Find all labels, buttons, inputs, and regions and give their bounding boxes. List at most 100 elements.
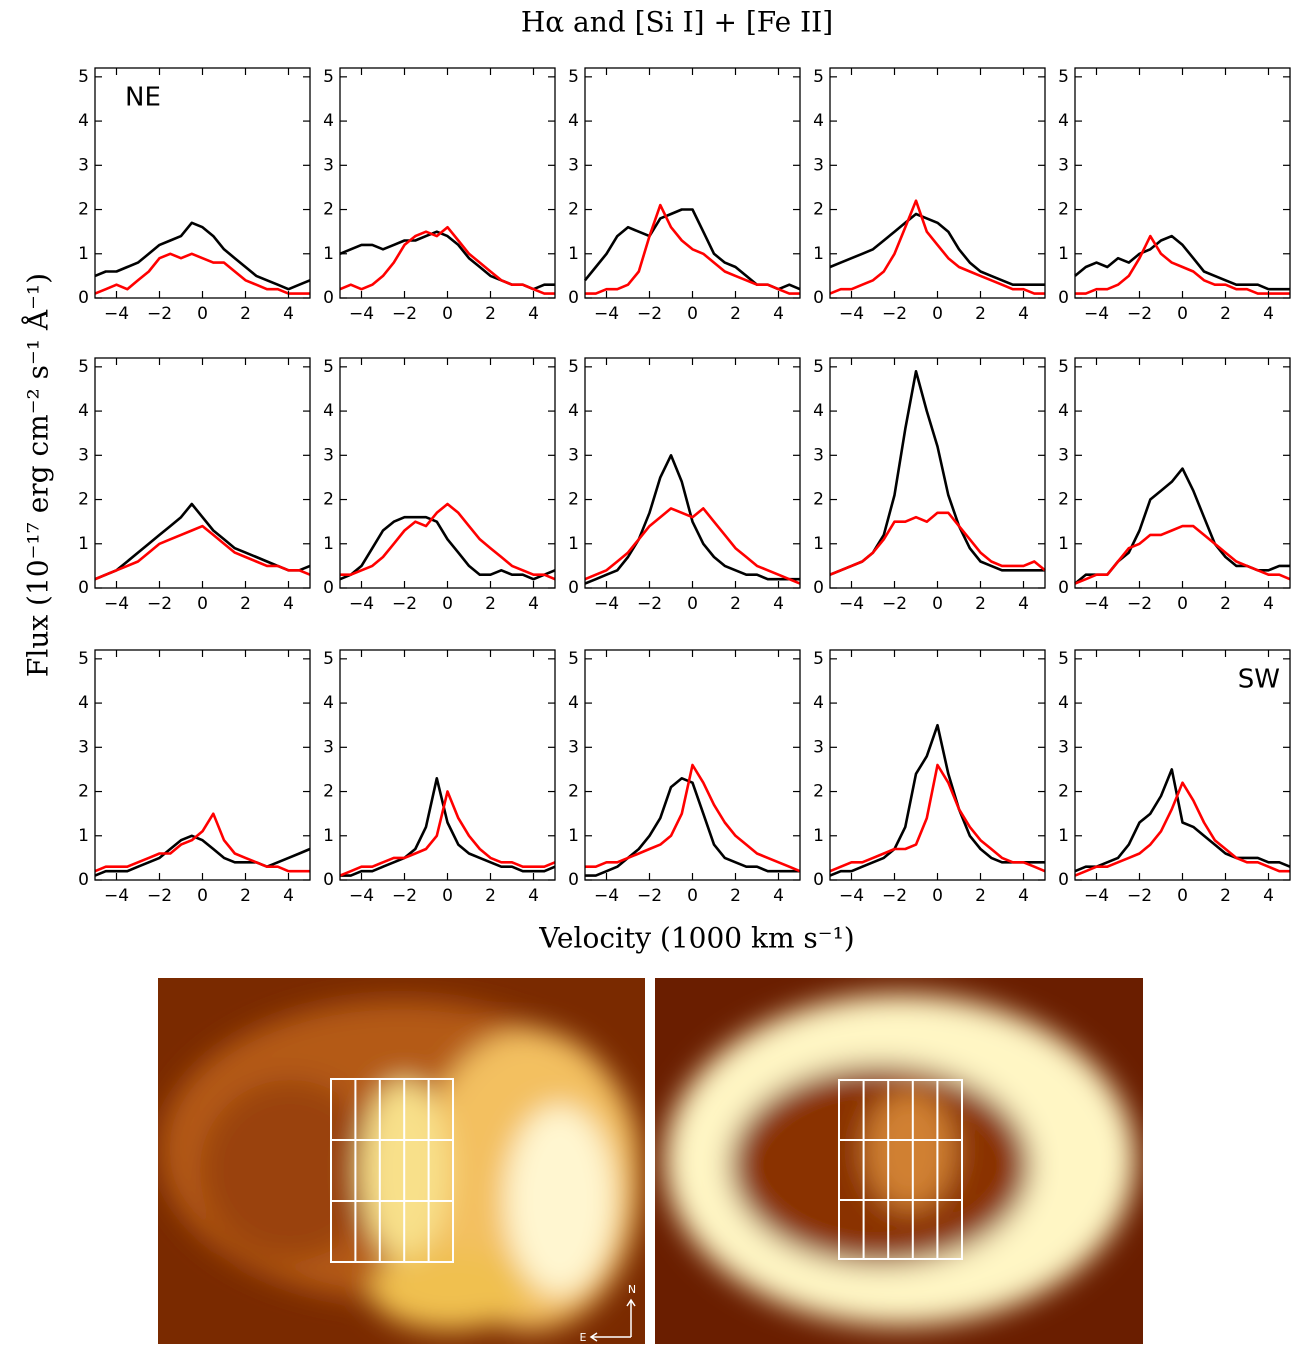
- y-tick-label: 5: [323, 649, 334, 669]
- y-tick-label: 2: [78, 782, 89, 802]
- x-tick-label: 2: [1220, 304, 1231, 324]
- y-tick-label: 4: [78, 111, 89, 131]
- axes-frame: [339, 67, 556, 299]
- compass: [589, 1298, 636, 1342]
- x-tick-label: −4: [349, 886, 374, 906]
- x-tick-label: 4: [528, 594, 539, 614]
- series-line: [585, 203, 800, 295]
- x-tick-label: −2: [147, 886, 172, 906]
- y-tick-label: 0: [323, 870, 334, 890]
- x-tick-label: −4: [839, 594, 864, 614]
- series-line: [340, 502, 556, 581]
- axes-frame: [1074, 67, 1291, 299]
- x-tick-label: −4: [1084, 594, 1109, 614]
- y-tick-label: 2: [1058, 200, 1069, 220]
- series-line: [829, 511, 1046, 576]
- y-tick-label: 5: [78, 67, 89, 87]
- y-tick-label: 1: [813, 534, 824, 554]
- x-tick-label: 2: [975, 304, 986, 324]
- x-tick-label: 2: [240, 304, 251, 324]
- y-tick-label: 1: [323, 534, 334, 554]
- y-tick-label: 3: [323, 155, 334, 175]
- x-tick-label: 4: [283, 594, 294, 614]
- x-tick-label: −2: [392, 304, 417, 324]
- y-tick-label: 4: [813, 693, 824, 713]
- y-tick-label: 3: [813, 155, 824, 175]
- y-axis-label: Flux (10⁻¹⁷ erg cm⁻² s⁻¹ Å⁻¹): [22, 273, 55, 677]
- y-tick-label: 0: [568, 578, 579, 598]
- panel-annotation: NE: [125, 83, 161, 113]
- series-line: [94, 524, 311, 581]
- x-tick-label: −4: [594, 886, 619, 906]
- axes-frame: [829, 357, 1046, 589]
- y-tick-label: 4: [813, 111, 824, 131]
- y-tick-label: 3: [568, 737, 579, 757]
- y-tick-label: 0: [1058, 288, 1069, 308]
- axes-frame: [94, 357, 311, 589]
- y-tick-label: 2: [323, 200, 334, 220]
- x-tick-label: −2: [392, 594, 417, 614]
- x-tick-label: 4: [1263, 304, 1274, 324]
- series-line: [584, 454, 800, 585]
- series-line: [1074, 234, 1290, 291]
- y-tick-label: 5: [1058, 67, 1069, 87]
- x-tick-label: 0: [1177, 304, 1188, 324]
- axes-frame: [584, 67, 801, 299]
- y-tick-label: 1: [323, 244, 334, 264]
- y-tick-label: 1: [1058, 534, 1069, 554]
- panel-annotation: SW: [1238, 665, 1280, 695]
- y-tick-label: 4: [323, 111, 334, 131]
- x-tick-label: 2: [730, 886, 741, 906]
- y-tick-label: 1: [813, 826, 824, 846]
- series-line: [1074, 524, 1291, 585]
- series-line: [1074, 768, 1291, 873]
- x-tick-label: 0: [687, 594, 698, 614]
- x-tick-label: 2: [485, 304, 496, 324]
- x-tick-label: −4: [104, 304, 129, 324]
- x-tick-label: 4: [1018, 304, 1029, 324]
- y-tick-label: 5: [1058, 357, 1069, 377]
- x-tick-label: −4: [349, 304, 374, 324]
- series-line: [584, 507, 801, 585]
- x-tick-label: 4: [1263, 886, 1274, 906]
- y-tick-label: 1: [568, 244, 579, 264]
- axes-frame: [94, 649, 311, 881]
- x-tick-label: 0: [197, 886, 208, 906]
- y-tick-label: 5: [813, 67, 824, 87]
- series-line: [1074, 781, 1290, 877]
- series-line: [339, 230, 555, 291]
- y-tick-label: 1: [78, 244, 89, 264]
- axes-frame: [829, 67, 1046, 299]
- x-tick-label: −4: [839, 886, 864, 906]
- x-tick-label: −4: [594, 304, 619, 324]
- image-right: [655, 978, 1143, 1344]
- x-tick-label: −2: [637, 594, 662, 614]
- y-tick-label: 2: [568, 200, 579, 220]
- y-tick-label: 2: [568, 490, 579, 510]
- series-line: [94, 812, 310, 873]
- y-tick-label: 4: [813, 401, 824, 421]
- y-tick-label: 2: [813, 200, 824, 220]
- series-line: [585, 777, 800, 877]
- x-tick-label: −4: [594, 594, 619, 614]
- x-tick-label: 4: [773, 886, 784, 906]
- y-tick-label: 0: [1058, 578, 1069, 598]
- y-tick-label: 2: [813, 490, 824, 510]
- y-tick-label: 0: [323, 288, 334, 308]
- y-tick-label: 3: [1058, 155, 1069, 175]
- figure-title: Hα and [Si I] + [Fe II]: [521, 6, 833, 39]
- x-axis-label: Velocity (1000 km s⁻¹): [538, 922, 854, 955]
- axes-frame: [584, 357, 801, 589]
- x-tick-label: 0: [442, 594, 453, 614]
- image-left: [158, 978, 645, 1344]
- y-tick-label: 3: [78, 445, 89, 465]
- y-tick-label: 5: [568, 649, 579, 669]
- y-tick-label: 4: [323, 401, 334, 421]
- x-tick-label: −4: [1084, 304, 1109, 324]
- x-tick-label: −4: [104, 886, 129, 906]
- x-tick-label: 0: [442, 886, 453, 906]
- compass-east: E: [580, 1331, 587, 1344]
- x-tick-label: −2: [147, 594, 172, 614]
- y-tick-label: 5: [323, 67, 334, 87]
